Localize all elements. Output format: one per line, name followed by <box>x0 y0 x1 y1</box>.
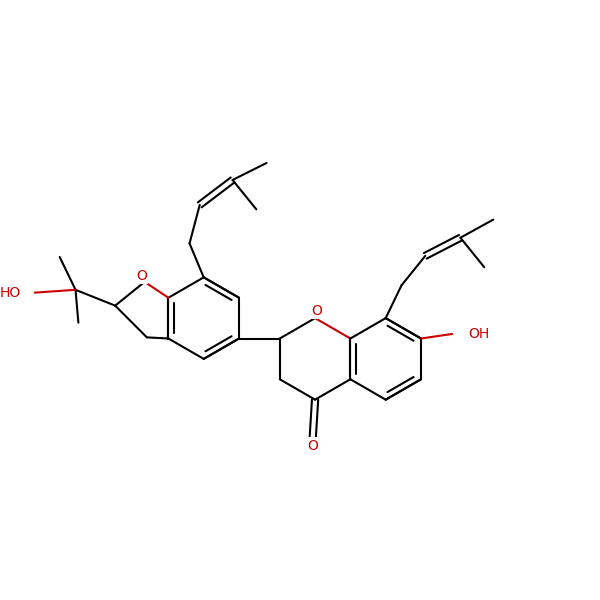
Text: O: O <box>311 304 322 319</box>
Text: O: O <box>307 439 318 452</box>
Text: OH: OH <box>468 327 489 341</box>
Text: HO: HO <box>0 286 20 299</box>
Text: O: O <box>136 269 147 283</box>
